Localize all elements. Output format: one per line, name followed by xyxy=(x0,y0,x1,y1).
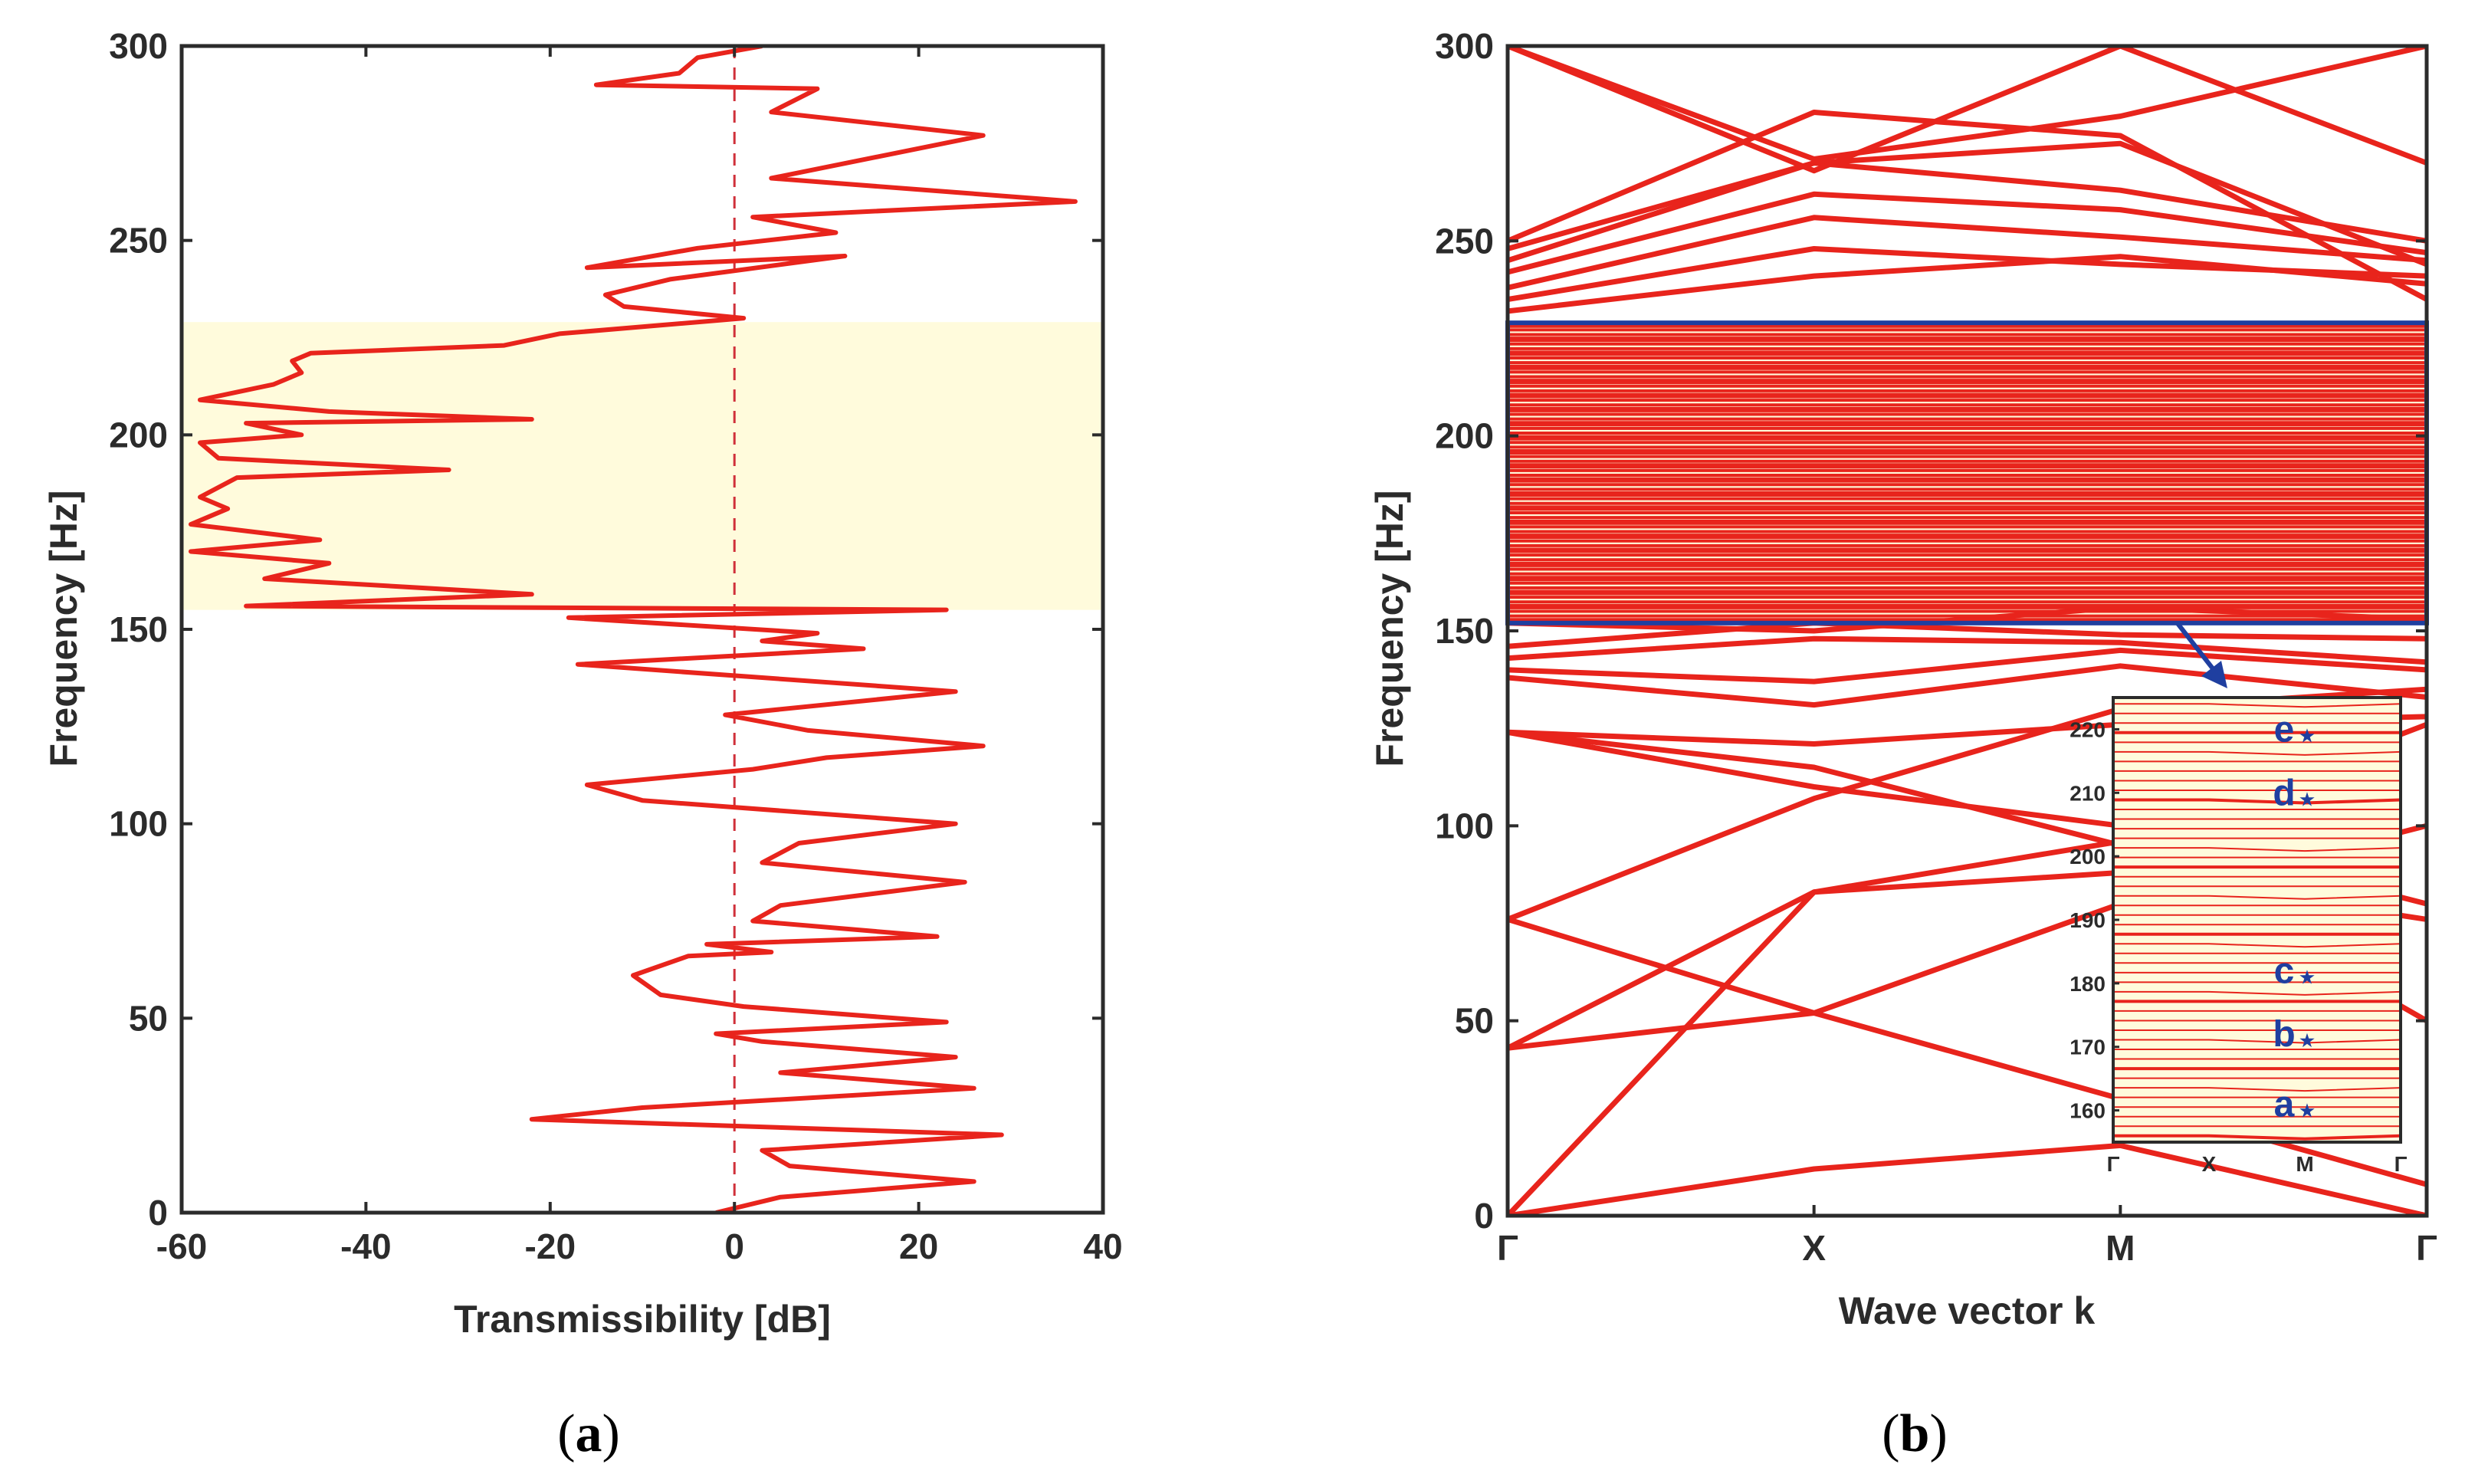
inset-band-line xyxy=(2113,943,2401,948)
dispersion-branch-10 xyxy=(1508,663,2427,708)
inset-band-line xyxy=(2113,703,2401,708)
dispersion-branch-21 xyxy=(1508,110,2427,302)
mode-marker-star: ★ xyxy=(2299,1031,2315,1050)
panel-b-x-tick-label: Γ xyxy=(1497,1228,1518,1268)
inset-mode-markers: e ★d ★c ★b ★a ★ xyxy=(2273,709,2315,1124)
panel-a-plot-area xyxy=(189,46,1078,1213)
panel-b-y-axis-label: Frequency [Hz] xyxy=(1368,490,1411,767)
panel-a-x-tick-label: -20 xyxy=(525,1226,576,1266)
dispersion-branch-22 xyxy=(1508,46,2427,162)
inset-band-line xyxy=(2113,798,2401,805)
mode-marker-star: ★ xyxy=(2299,1101,2315,1120)
inset-x-tick-label: M xyxy=(2296,1152,2313,1176)
panel-a-y-tick-label: 250 xyxy=(109,221,168,261)
panel-a-y-tick-label: 300 xyxy=(109,26,168,66)
panel-a-y-tick-label: 150 xyxy=(109,609,168,649)
zoom-arrow-head xyxy=(2201,661,2227,688)
panel-b-x-axis-label: Wave vector k xyxy=(1839,1289,2096,1332)
inset-y-tick-label: 160 xyxy=(2069,1099,2106,1123)
panel-a-y-ticks: 0 50 100 150 200 250 300 xyxy=(109,26,1103,1233)
panel-b-x-tick-label: X xyxy=(1802,1228,1826,1268)
mode-marker-c: c xyxy=(2274,950,2295,991)
zoom-arrow xyxy=(2175,621,2220,676)
panel-b-plot-area xyxy=(1508,46,2427,1216)
panel-a-y-tick-label: 50 xyxy=(129,998,168,1038)
panel-a-axes-frame xyxy=(179,44,1105,1215)
mode-marker-e: e xyxy=(2274,709,2295,750)
dispersion-branch-01 xyxy=(1508,1142,2427,1216)
panel-b-y-tick-label: 150 xyxy=(1435,611,1494,651)
panel-a-x-tick-label: -40 xyxy=(340,1226,391,1266)
dispersion-branch-11 xyxy=(1508,647,2427,685)
panel-a-x-tick-label: 20 xyxy=(899,1226,938,1266)
inset-band-line xyxy=(2113,990,2401,996)
panel-a-x-ticks: -60 -40 -20 0 20 40 xyxy=(156,46,1123,1266)
mode-marker-star: ★ xyxy=(2299,967,2315,987)
panel-a-x-tick-label: -60 xyxy=(156,1226,207,1266)
flat-band-cluster xyxy=(1508,322,2427,624)
panel-a-y-tick-label: 100 xyxy=(109,804,168,844)
panel-a-x-tick-label: 40 xyxy=(1083,1226,1122,1266)
inset-y-tick-label: 200 xyxy=(2069,845,2106,868)
panel-b-y-tick-label: 0 xyxy=(1474,1196,1494,1236)
mode-marker-b: b xyxy=(2273,1014,2295,1055)
panel-a-y-tick-label: 0 xyxy=(148,1193,168,1233)
inset-flat-bands xyxy=(2113,703,2401,1141)
panel-b: 0 50 100 150 200 250 300 Γ X M Γ Wave vector k Fr… xyxy=(1368,26,2437,1332)
panel-b-y-tick-label: 200 xyxy=(1435,416,1494,456)
inset-y-tick-label: 220 xyxy=(2069,717,2106,741)
inset-band-line xyxy=(2113,1134,2401,1141)
inset-x-tick-label: Γ xyxy=(2107,1152,2120,1176)
panel-b-y-tick-label: 50 xyxy=(1455,1001,1494,1041)
panel-a-y-axis-label: Frequency [Hz] xyxy=(42,490,85,767)
inset-band-line xyxy=(2113,1087,2401,1092)
panel-b-y-tick-label: 250 xyxy=(1435,221,1494,261)
dispersion-branches xyxy=(1508,46,2427,1216)
transmissibility-curve xyxy=(189,46,1078,1213)
panel-b-x-tick-label: M xyxy=(2106,1228,2135,1268)
dispersion-branch-12 xyxy=(1508,635,2427,665)
inset-y-tick-label: 180 xyxy=(2069,972,2106,996)
inset-y-ticks: 160 170 180 190 200 210 220 xyxy=(2069,717,2119,1123)
inset-band-line xyxy=(2113,847,2401,852)
panel-b-y-tick-label: 100 xyxy=(1435,806,1494,845)
inset-band-line xyxy=(2113,895,2401,900)
dispersion-branch-17 xyxy=(1508,215,2427,291)
dispersion-branch-14 xyxy=(1508,605,2427,634)
panel-a-x-tick-label: 0 xyxy=(724,1226,744,1266)
panel-a-caption: (a) xyxy=(557,1404,620,1463)
mode-marker-d: d xyxy=(2273,773,2295,813)
panel-b-y-tick-label: 300 xyxy=(1435,26,1494,66)
dispersion-branch-15 xyxy=(1508,254,2427,314)
inset-y-tick-label: 210 xyxy=(2069,781,2106,805)
inset-background xyxy=(2113,698,2401,1142)
inset-band-line xyxy=(2113,750,2401,756)
panel-b-y-ticks: 0 50 100 150 200 250 300 xyxy=(1435,26,2427,1236)
inset-y-tick-label: 170 xyxy=(2069,1036,2106,1059)
mode-marker-a: a xyxy=(2274,1084,2295,1124)
inset-band-line xyxy=(2113,1039,2401,1044)
inset-x-tick-label: Γ xyxy=(2394,1152,2408,1176)
panel-a: 0 50 100 150 200 250 300 -60 -40 -20 0 20 40 Transm… xyxy=(42,26,1123,1341)
inset-x-tick-label: X xyxy=(2202,1152,2217,1176)
dispersion-branch-20 xyxy=(1508,140,2427,268)
inset-y-tick-label: 190 xyxy=(2069,908,2106,932)
panel-b-caption: (b) xyxy=(1882,1404,1948,1463)
mode-marker-star: ★ xyxy=(2299,790,2315,809)
dispersion-branch-16 xyxy=(1508,246,2427,303)
panel-a-y-tick-label: 200 xyxy=(109,415,168,455)
dispersion-branch-18 xyxy=(1508,191,2427,275)
panel-b-x-tick-label: Γ xyxy=(2416,1228,2437,1268)
dispersion-branch-23 xyxy=(1508,46,2427,174)
dispersion-branch-13 xyxy=(1508,620,2427,649)
panel-a-x-axis-label: Transmissibility [dB] xyxy=(454,1298,831,1341)
mode-marker-star: ★ xyxy=(2299,726,2315,745)
